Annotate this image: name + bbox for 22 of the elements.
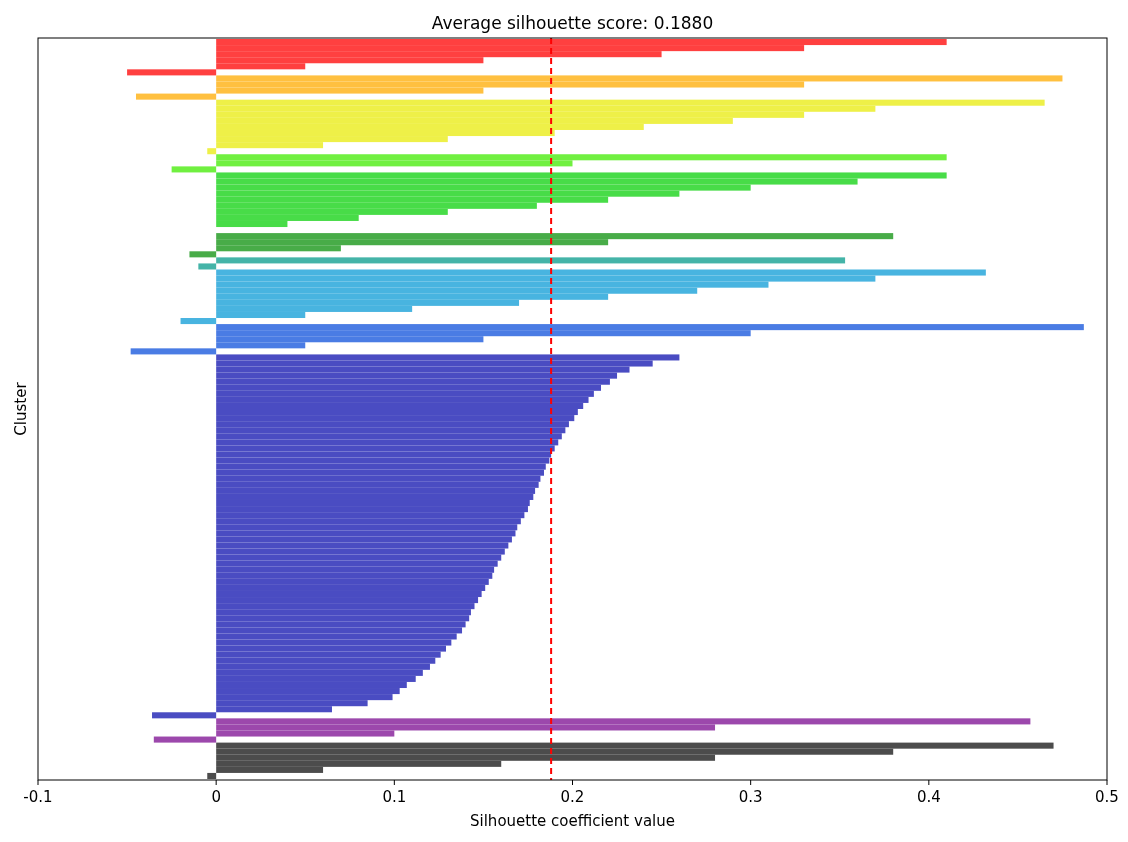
bar [135,93,217,100]
x-tick-label: 0.2 [560,788,585,806]
x-tick-label: 0.3 [738,788,763,806]
bar [189,251,217,258]
x-tick-label: -0.1 [23,788,53,806]
x-axis-title: Silhouette coefficient value [470,812,675,830]
bar [180,318,217,325]
y-axis-title: Cluster [12,381,30,436]
bar [207,148,217,155]
chart-title: Average silhouette score: 0.1880 [431,13,714,33]
bar [171,166,217,173]
bar [207,772,217,779]
bar [216,257,846,264]
x-tick-label: 0.4 [916,788,941,806]
bar [153,736,217,743]
x-tick-label: 0 [211,788,221,806]
bar [198,263,217,270]
x-tick-label: 0.5 [1095,788,1119,806]
bar [152,712,217,719]
bar [127,69,217,76]
x-tick-label: 0.1 [382,788,407,806]
bar [130,348,217,355]
